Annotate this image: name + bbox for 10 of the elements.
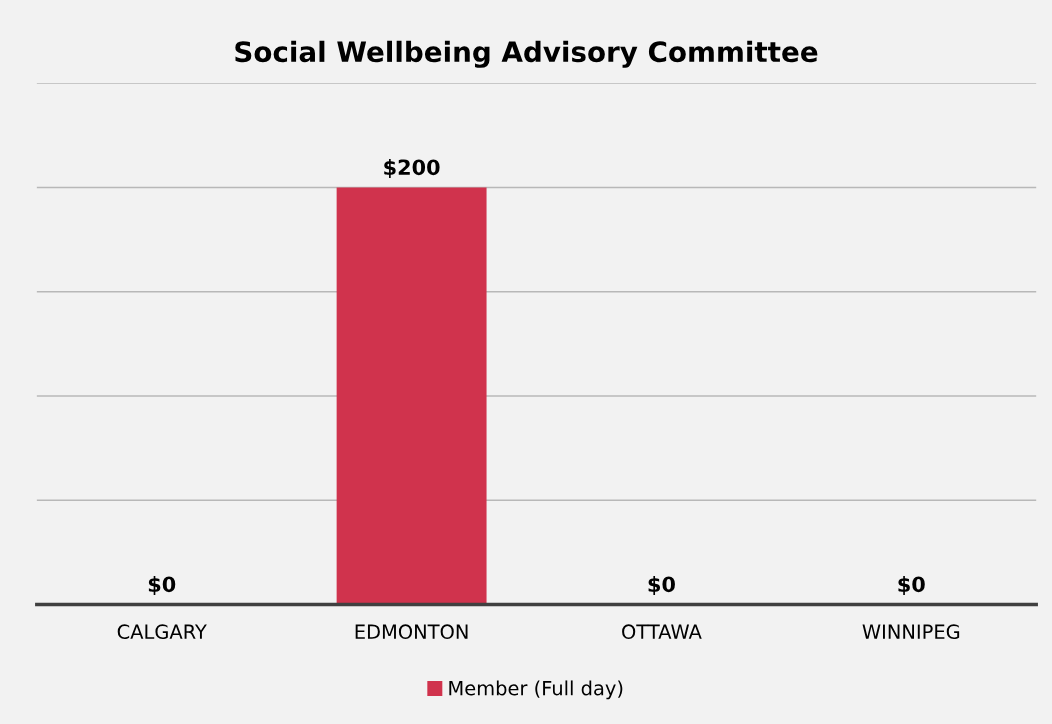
x-tick-label: OTTAWA: [622, 624, 702, 640]
data-label: $0: [648, 576, 675, 595]
x-tick-label: EDMONTON: [355, 624, 468, 640]
x-tick-label: WINNIPEG: [862, 624, 960, 640]
data-label: $0: [898, 576, 925, 595]
data-label: $200: [384, 159, 440, 178]
data-label: $0: [148, 576, 176, 595]
legend-label: Member (Full day): [449, 680, 623, 700]
x-tick-label: CALGARY: [117, 624, 207, 640]
chart-title: Social Wellbeing Advisory Committee: [235, 40, 818, 68]
